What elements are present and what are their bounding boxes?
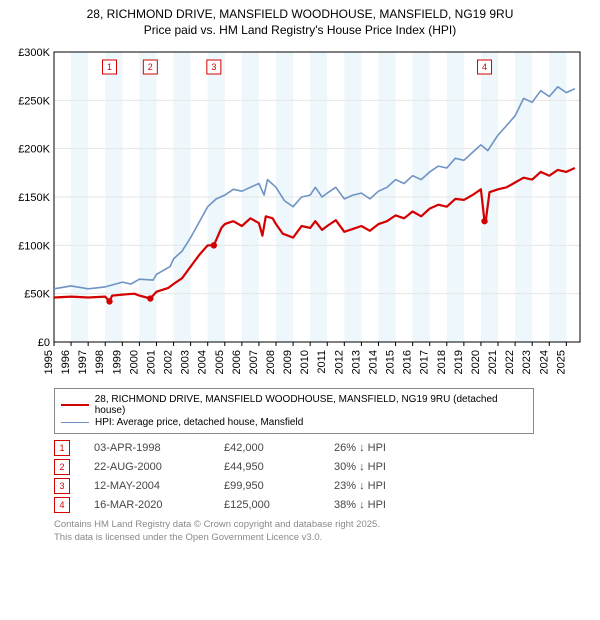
svg-text:2015: 2015 — [385, 350, 397, 374]
svg-text:1: 1 — [107, 62, 112, 72]
sale-date: 22-AUG-2000 — [94, 461, 224, 473]
sales-table: 1 03-APR-1998£42,00026% ↓ HPI 2 22-AUG-2000… — [54, 440, 590, 513]
sale-pct-vs-hpi: 23% ↓ HPI — [334, 480, 454, 492]
svg-text:2025: 2025 — [555, 350, 567, 374]
legend-item: HPI: Average price, detached house, Mans… — [61, 417, 527, 428]
svg-text:2011: 2011 — [316, 350, 328, 374]
svg-text:2007: 2007 — [248, 350, 260, 374]
svg-text:2024: 2024 — [538, 350, 550, 374]
svg-text:2016: 2016 — [402, 350, 414, 374]
title-line2: Price paid vs. HM Land Registry's House … — [144, 23, 456, 37]
svg-text:3: 3 — [211, 62, 216, 72]
sale-pct-vs-hpi: 38% ↓ HPI — [334, 499, 454, 511]
sale-marker-icon: 3 — [54, 478, 70, 494]
svg-text:1995: 1995 — [43, 350, 55, 374]
svg-text:£150K: £150K — [18, 192, 50, 204]
legend-label: 28, RICHMOND DRIVE, MANSFIELD WOODHOUSE,… — [95, 394, 527, 416]
legend-label: HPI: Average price, detached house, Mans… — [95, 417, 303, 428]
sales-row: 1 03-APR-1998£42,00026% ↓ HPI — [54, 440, 590, 456]
svg-text:£300K: £300K — [18, 47, 50, 59]
svg-text:£200K: £200K — [18, 144, 50, 156]
svg-text:2003: 2003 — [180, 350, 192, 374]
svg-text:1996: 1996 — [60, 350, 72, 374]
svg-text:1997: 1997 — [77, 350, 89, 374]
footer-line2: This data is licensed under the Open Gov… — [54, 532, 322, 543]
sale-date: 03-APR-1998 — [94, 442, 224, 454]
svg-text:£50K: £50K — [24, 289, 50, 301]
svg-text:2012: 2012 — [333, 350, 345, 374]
svg-text:2002: 2002 — [163, 350, 175, 374]
sale-date: 16-MAR-2020 — [94, 499, 224, 511]
chart-area: £0 £50K £100K £150K £200K £250K £300K 1995 1996 1… — [10, 42, 590, 382]
svg-text:2017: 2017 — [419, 350, 431, 374]
svg-text:2008: 2008 — [265, 350, 277, 374]
sale-marker-icon: 1 — [54, 440, 70, 456]
svg-text:2014: 2014 — [367, 350, 379, 374]
sale-price: £99,950 — [224, 480, 334, 492]
svg-text:2023: 2023 — [521, 350, 533, 374]
title-line1: 28, RICHMOND DRIVE, MANSFIELD WOODHOUSE,… — [87, 7, 514, 21]
sale-marker-icon: 2 — [54, 459, 70, 475]
svg-text:2001: 2001 — [145, 350, 157, 374]
sale-pct-vs-hpi: 30% ↓ HPI — [334, 461, 454, 473]
legend-swatch — [61, 404, 89, 406]
sales-row: 2 22-AUG-2000£44,95030% ↓ HPI — [54, 459, 590, 475]
svg-text:2019: 2019 — [453, 350, 465, 374]
svg-text:2004: 2004 — [197, 350, 209, 374]
svg-text:£250K: £250K — [18, 96, 50, 108]
svg-text:2006: 2006 — [231, 350, 243, 374]
svg-text:1998: 1998 — [94, 350, 106, 374]
svg-text:2013: 2013 — [350, 350, 362, 374]
svg-text:£0: £0 — [38, 337, 50, 349]
svg-text:2: 2 — [148, 62, 153, 72]
legend: 28, RICHMOND DRIVE, MANSFIELD WOODHOUSE,… — [54, 388, 534, 434]
line-chart: £0 £50K £100K £150K £200K £250K £300K 1995 1996 1… — [10, 42, 590, 382]
sales-row: 4 16-MAR-2020£125,00038% ↓ HPI — [54, 497, 590, 513]
svg-text:£100K: £100K — [18, 241, 50, 253]
svg-text:2022: 2022 — [504, 350, 516, 374]
svg-text:2009: 2009 — [282, 350, 294, 374]
sale-price: £42,000 — [224, 442, 334, 454]
sale-pct-vs-hpi: 26% ↓ HPI — [334, 442, 454, 454]
legend-swatch — [61, 422, 89, 423]
svg-text:2005: 2005 — [214, 350, 226, 374]
svg-text:4: 4 — [482, 62, 487, 72]
svg-text:2010: 2010 — [299, 350, 311, 374]
footer-line1: Contains HM Land Registry data © Crown c… — [54, 519, 380, 530]
sale-price: £125,000 — [224, 499, 334, 511]
sale-price: £44,950 — [224, 461, 334, 473]
svg-text:2018: 2018 — [436, 350, 448, 374]
svg-text:2000: 2000 — [128, 350, 140, 374]
chart-title: 28, RICHMOND DRIVE, MANSFIELD WOODHOUSE,… — [10, 6, 590, 38]
svg-text:2020: 2020 — [470, 350, 482, 374]
sales-row: 3 12-MAY-2004£99,95023% ↓ HPI — [54, 478, 590, 494]
legend-item: 28, RICHMOND DRIVE, MANSFIELD WOODHOUSE,… — [61, 394, 527, 416]
sale-marker-icon: 4 — [54, 497, 70, 513]
svg-text:2021: 2021 — [487, 350, 499, 374]
footer-attribution: Contains HM Land Registry data © Crown c… — [54, 519, 590, 544]
sale-date: 12-MAY-2004 — [94, 480, 224, 492]
svg-text:1999: 1999 — [111, 350, 123, 374]
